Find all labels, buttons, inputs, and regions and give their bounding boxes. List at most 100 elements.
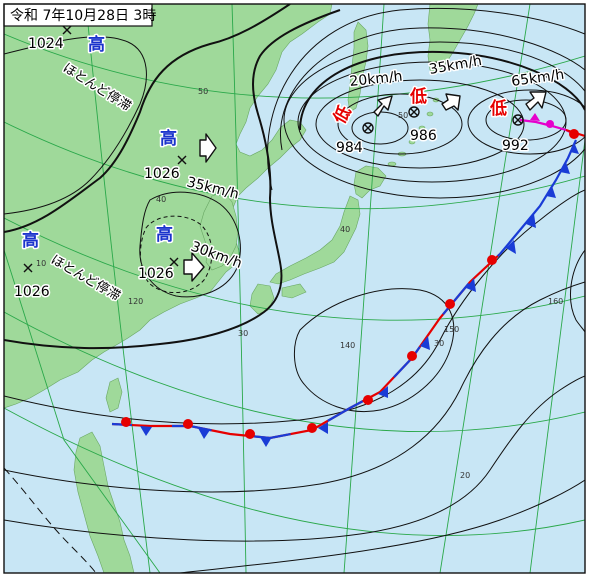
land-honshu xyxy=(269,195,361,285)
grid-label-lon140: 140 xyxy=(340,341,355,350)
isobar-low-996 xyxy=(315,79,525,169)
arrow-high-4 xyxy=(183,252,205,282)
grid-label-lat50: 50 xyxy=(198,87,208,96)
warm-mark xyxy=(363,395,373,405)
high-4-symbol: 高 xyxy=(156,224,173,245)
land-asia xyxy=(4,4,333,409)
cold-front-marks xyxy=(140,142,579,447)
grid-label-lat10: 10 xyxy=(36,259,46,268)
high-1-symbol: 高 xyxy=(88,34,105,55)
land-kamchatka xyxy=(427,4,479,75)
stationary-front-blue xyxy=(111,253,501,440)
cold-mark xyxy=(570,142,579,154)
land-shikoku xyxy=(281,283,307,299)
grid-label-lat40-b: 40 xyxy=(340,225,350,234)
lat-50-line xyxy=(4,33,585,99)
cold-mark xyxy=(420,336,430,350)
lat-10-line xyxy=(4,407,585,536)
warm-mark xyxy=(121,417,131,427)
isobar-low-east-996 xyxy=(485,99,567,141)
warm-mark xyxy=(569,129,579,139)
cold-mark xyxy=(466,278,476,292)
warm-front-marks xyxy=(121,129,579,439)
lon-150-line xyxy=(439,4,531,573)
grid-label-lat50-b: 50 xyxy=(398,111,408,120)
grid-label-lat20: 20 xyxy=(460,471,470,480)
warm-mark xyxy=(407,351,417,361)
isobar-low-1016 xyxy=(267,7,585,191)
occluded-front-marks xyxy=(530,113,554,128)
center-markers xyxy=(23,25,524,273)
grid-label-lon160: 160 xyxy=(548,297,563,306)
high-center-2-marker xyxy=(177,155,187,165)
warm-mark xyxy=(183,419,193,429)
arrow-low-2 xyxy=(441,93,461,111)
low-center-1-marker xyxy=(362,122,374,134)
low-1-pressure: 984 xyxy=(336,140,363,156)
grid-labels: 50 50 40 40 30 30 20 10 120 140 150 160 xyxy=(36,87,563,480)
warm-mark xyxy=(245,429,255,439)
arrow-high-2 xyxy=(199,133,217,163)
high-3-pressure: 1026 xyxy=(14,284,50,300)
cold-mark xyxy=(526,214,536,228)
high-1-pressure: 1024 xyxy=(28,36,64,52)
isobar-1026-dashed xyxy=(140,215,213,294)
warm-mark xyxy=(445,299,455,309)
land-philippines xyxy=(73,431,135,573)
lon-130-line xyxy=(231,4,247,573)
cold-mark xyxy=(260,437,272,447)
lon-160-line xyxy=(529,139,585,573)
occluded-mark xyxy=(530,113,540,121)
cold-mark xyxy=(560,162,570,174)
cold-mark xyxy=(506,240,516,254)
isobar-south-1008 xyxy=(4,375,585,542)
isobar-low-1008 xyxy=(299,50,585,131)
map-frame xyxy=(3,3,586,574)
warm-mark xyxy=(307,423,317,433)
land-sakhalin xyxy=(347,21,369,113)
low-3-pressure: 992 xyxy=(502,138,529,154)
isobar-1020-west xyxy=(4,4,291,233)
latlon-grid xyxy=(4,4,585,573)
lon-110-line xyxy=(4,249,161,573)
grid-label-lat40: 40 xyxy=(156,195,166,204)
isobar-low-992a xyxy=(337,93,463,155)
grid-label-lon150: 150 xyxy=(444,325,459,334)
isobar-south-1004 xyxy=(179,479,585,573)
lat-20-line xyxy=(4,311,585,433)
low-center-2-marker xyxy=(408,106,420,118)
isobar-south-1016 xyxy=(4,189,585,425)
cold-mark xyxy=(198,428,210,439)
lon-120-line xyxy=(85,4,151,573)
isobar-east-1016 xyxy=(570,249,585,333)
isobar-1020-east xyxy=(4,9,341,350)
land-hokkaido xyxy=(353,165,387,199)
high-center-1-marker xyxy=(62,25,72,35)
land-taiwan xyxy=(105,377,123,413)
isobar-low-east-1000 xyxy=(467,89,585,155)
grid-label-lon120: 120 xyxy=(128,297,143,306)
isobar-1024-ring xyxy=(139,191,241,298)
dashed-line-sw xyxy=(4,467,97,573)
fronts xyxy=(111,113,585,447)
low-3-symbol: 低 xyxy=(489,98,507,119)
isobar-1024-nw xyxy=(4,36,147,215)
high-2-symbol: 高 xyxy=(160,128,177,149)
grid-label-lat30-b: 30 xyxy=(434,339,444,348)
high-3-symbol: 高 xyxy=(22,230,39,251)
isobar-south-1012 xyxy=(4,281,585,493)
motion-arrows xyxy=(183,91,547,282)
isobar-low-1004 xyxy=(283,41,585,199)
cold-mark xyxy=(140,426,152,436)
lat-40-line xyxy=(4,121,585,210)
lon-140-line xyxy=(343,4,385,573)
low-2-symbol: 低 xyxy=(409,86,427,107)
high-4-pressure: 1026 xyxy=(138,266,174,282)
arrow-low-3 xyxy=(525,91,547,111)
high-center-4-marker xyxy=(169,257,179,267)
grid-label-lat30: 30 xyxy=(238,329,248,338)
high-2-pressure: 1026 xyxy=(144,166,180,182)
land-korea xyxy=(199,191,239,271)
low-2-pressure: 986 xyxy=(410,128,437,144)
